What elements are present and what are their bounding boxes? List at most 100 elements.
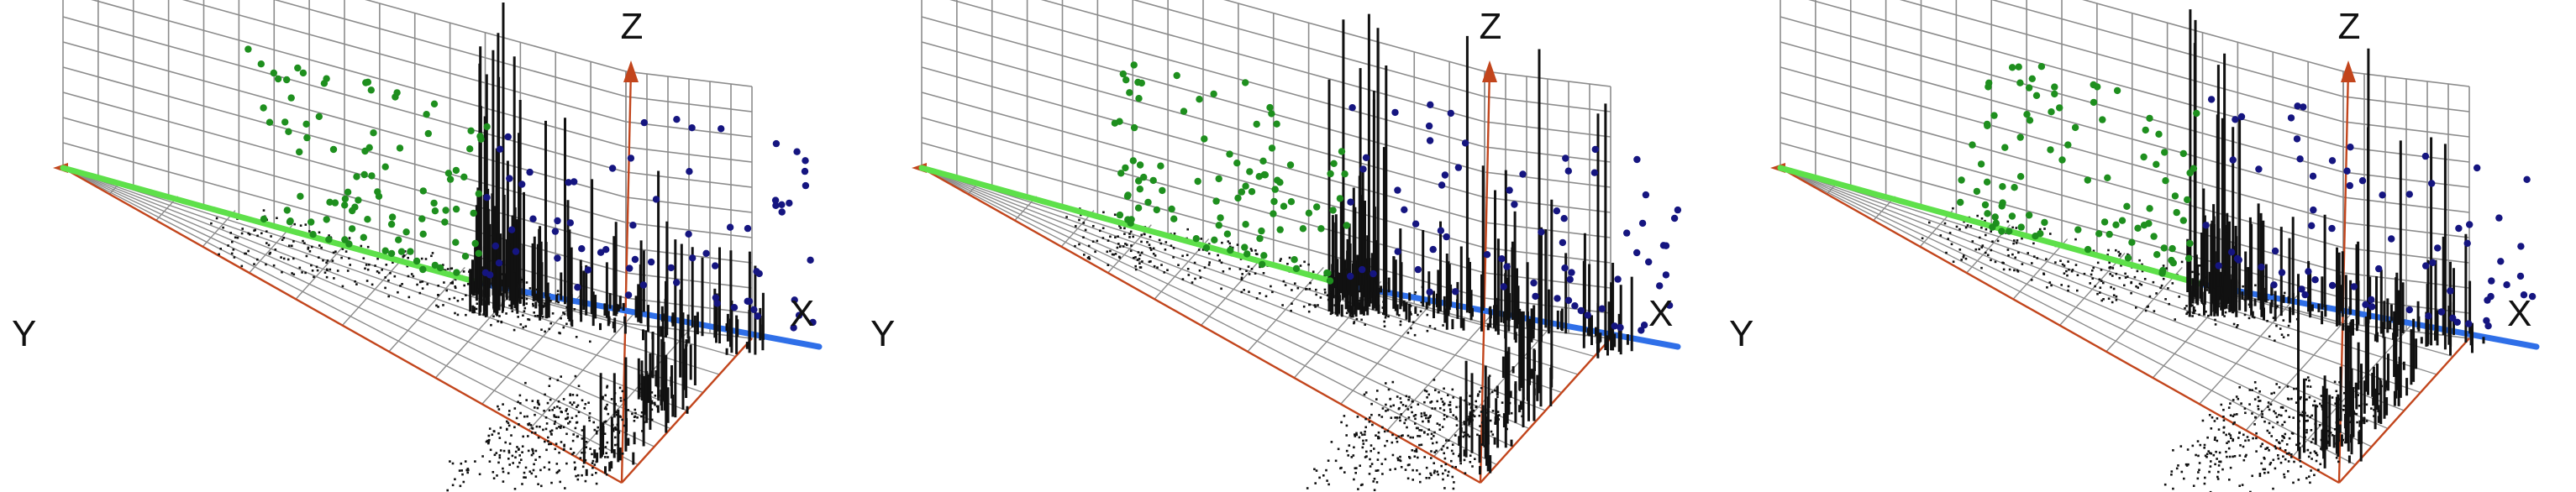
floor-dot (541, 316, 544, 318)
floor-dot (442, 304, 444, 306)
floor-dot (581, 474, 583, 477)
floor-dot (326, 259, 329, 262)
floor-dot (1976, 214, 1979, 217)
floor-dot (2111, 267, 2115, 270)
floor-dot (1156, 266, 1159, 269)
floor-dot (2160, 284, 2163, 287)
floor-dot (1365, 450, 1368, 453)
floor-dot (1107, 239, 1110, 242)
floor-dot (2144, 309, 2148, 312)
floor-dot (2254, 284, 2257, 287)
floor-dot (2295, 443, 2298, 447)
y-wall-points (1957, 63, 2200, 277)
floor-dot (1256, 253, 1259, 256)
floor-dot (1410, 327, 1412, 330)
floor-dot (565, 322, 568, 326)
floor-dot (1448, 400, 1452, 404)
floor-dot (2311, 437, 2315, 441)
floor-dot (2135, 285, 2137, 288)
floor-dot (532, 305, 534, 307)
floor-dot (244, 252, 246, 255)
floor-dot (2280, 414, 2283, 417)
y-wall-point (1313, 203, 1321, 211)
floor-dot (565, 410, 567, 412)
floor-dot (341, 248, 344, 250)
floor-dot (1248, 273, 1251, 275)
floor-grid-line (921, 167, 1546, 411)
y-wall-point (397, 248, 406, 255)
floor-dot (1136, 259, 1139, 261)
floor-dot (2238, 454, 2242, 457)
floor-dot (2127, 275, 2129, 278)
floor-dot (399, 285, 402, 287)
y-wall-point (260, 215, 268, 223)
floor-dot (1404, 418, 1407, 421)
floor-dot (575, 474, 577, 478)
y-wall-point (1233, 160, 1241, 167)
y-wall-point (1144, 198, 1152, 207)
floor-dot (2091, 270, 2094, 272)
floor-dot (1994, 260, 1997, 264)
y-wall-point (2008, 212, 2016, 220)
floor-dot (2233, 413, 2236, 416)
floor-dot (1371, 423, 1374, 427)
floor-dot (2226, 442, 2228, 444)
floor-dot (2286, 385, 2289, 388)
floor-dot (1440, 397, 1443, 400)
z-axis-arrow (1482, 60, 1497, 82)
floor-dot (407, 256, 409, 259)
floor-dot (1368, 473, 1371, 475)
y-wall-point (1287, 198, 1296, 206)
floor-dot (1324, 291, 1327, 294)
floor-dot (1478, 390, 1481, 393)
floor-dot (1443, 487, 1446, 489)
grid-line (2342, 96, 2470, 113)
floor-dot (505, 312, 507, 315)
floor-dot (2232, 399, 2235, 401)
x-wall-point (1553, 295, 1561, 302)
x-wall-point (2497, 258, 2505, 265)
floor-dot (502, 470, 505, 474)
y-wall-point (1159, 186, 1166, 195)
floor-dot (2292, 481, 2295, 484)
x-wall-point (793, 148, 801, 155)
floor-dot (497, 320, 499, 323)
floor-dot (619, 400, 623, 402)
floor-dot (569, 421, 571, 423)
floor-dot (1364, 439, 1368, 442)
x-wall-point (778, 201, 786, 208)
floor-dot (2300, 465, 2302, 468)
x-wall-point (1564, 296, 1573, 304)
floor-dot (1463, 422, 1466, 426)
y-wall-point (2008, 64, 2016, 71)
floor-dot (560, 425, 562, 428)
floor-dot (2373, 408, 2375, 411)
floor-dot (523, 310, 526, 312)
floor-dot (463, 284, 465, 287)
floor-dot (2242, 458, 2246, 462)
floor-dot (2006, 249, 2010, 251)
y-wall-point (360, 233, 367, 241)
floor-dot (549, 377, 551, 380)
floor-dot (2348, 421, 2352, 424)
y-wall-point (1286, 161, 1295, 169)
floor-dot (2334, 402, 2337, 405)
grid-line (2342, 222, 2470, 238)
grid-line (62, 66, 627, 223)
floor-dot (1399, 320, 1402, 323)
x-wall-point (1640, 322, 1648, 329)
x-wall-point (750, 306, 758, 313)
floor-dot (449, 460, 451, 463)
floor-dot (2306, 385, 2309, 388)
floor-dot (2110, 285, 2112, 289)
floor-dot (1943, 222, 1947, 225)
floor-dot (1330, 441, 1333, 443)
floor-dot (291, 272, 293, 275)
x-wall-point (2294, 102, 2301, 110)
y-wall-point (483, 123, 491, 131)
floor-dot (385, 264, 388, 266)
floor-dot (527, 423, 529, 426)
floor-dot (1208, 261, 1211, 264)
floor-dot (2257, 405, 2259, 408)
floor-dot (2032, 242, 2035, 245)
